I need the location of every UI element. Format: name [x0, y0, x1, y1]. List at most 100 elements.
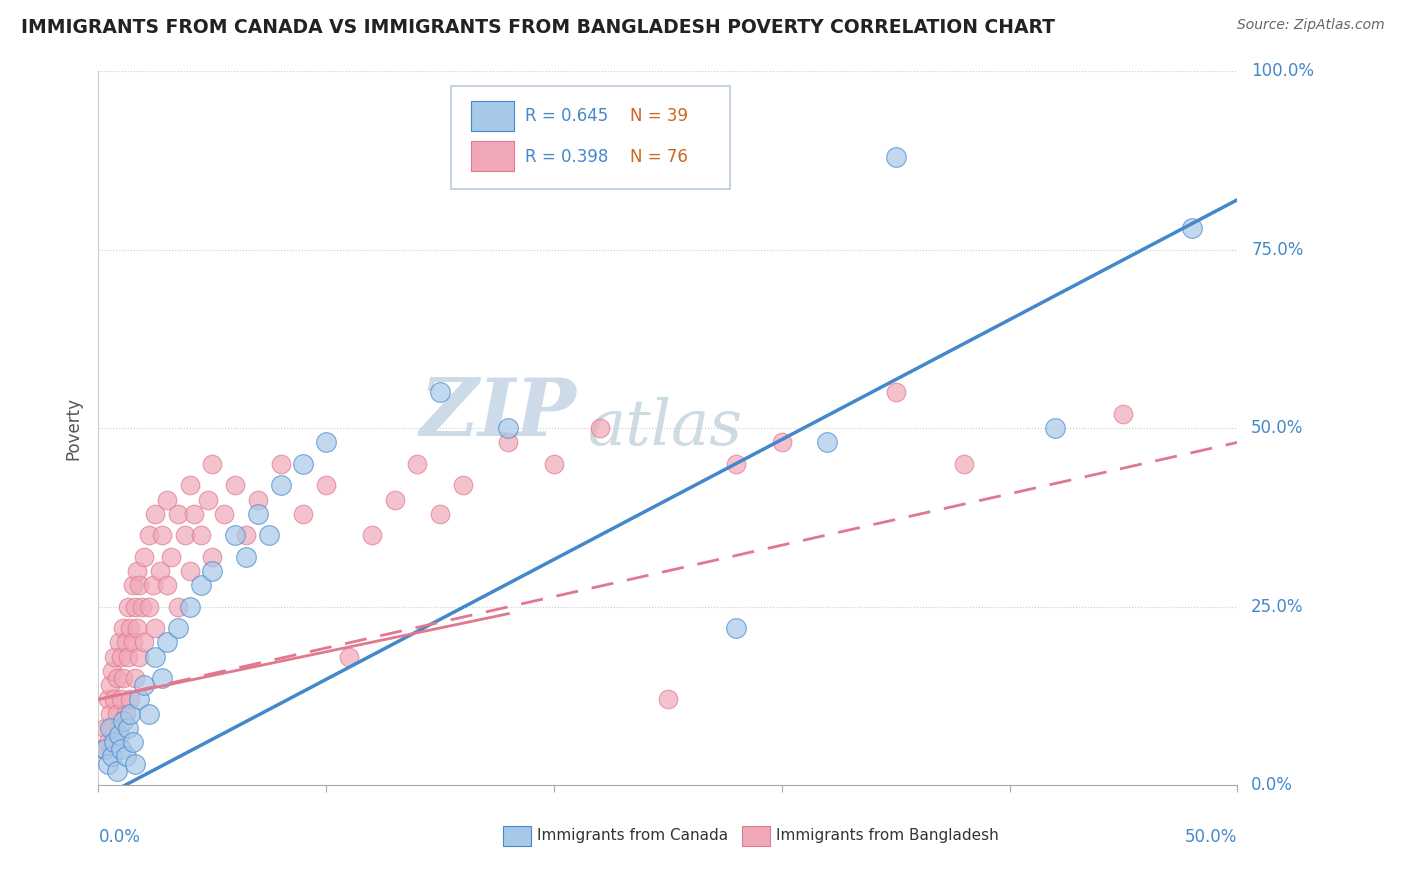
Point — [98, 706, 121, 721]
Point — [145, 649, 167, 664]
Point — [235, 528, 257, 542]
Point — [815, 435, 838, 450]
Text: 0.0%: 0.0% — [98, 828, 141, 846]
Point — [150, 528, 173, 542]
Point — [179, 478, 201, 492]
Point — [145, 507, 167, 521]
Text: Source: ZipAtlas.com: Source: ZipAtlas.com — [1237, 18, 1385, 32]
Point — [156, 492, 179, 507]
Point — [360, 528, 382, 542]
Point — [183, 507, 205, 521]
Point — [315, 478, 337, 492]
Text: 0.0%: 0.0% — [1251, 776, 1294, 794]
Point — [124, 599, 146, 614]
Point — [138, 706, 160, 721]
Point — [406, 457, 429, 471]
Point — [167, 621, 190, 635]
Point — [114, 706, 136, 721]
Point — [121, 635, 143, 649]
Point — [132, 549, 155, 564]
Point — [128, 692, 150, 706]
Point — [128, 649, 150, 664]
Point — [884, 385, 907, 400]
Point — [110, 649, 132, 664]
Point — [190, 578, 212, 592]
Point — [101, 749, 124, 764]
Point — [132, 635, 155, 649]
Point — [292, 507, 315, 521]
Point — [190, 528, 212, 542]
Point — [1043, 421, 1066, 435]
Point — [112, 671, 135, 685]
Point — [138, 599, 160, 614]
Point — [121, 735, 143, 749]
Point — [94, 742, 117, 756]
Point — [121, 578, 143, 592]
Point — [1181, 221, 1204, 235]
Point — [212, 507, 235, 521]
Text: Immigrants from Canada: Immigrants from Canada — [537, 828, 728, 843]
Bar — [503, 826, 531, 846]
Point — [124, 671, 146, 685]
Point — [884, 150, 907, 164]
Text: 25.0%: 25.0% — [1251, 598, 1303, 615]
Point — [110, 742, 132, 756]
Point — [108, 721, 131, 735]
Point — [142, 578, 165, 592]
Point — [132, 678, 155, 692]
Point — [110, 692, 132, 706]
Point — [149, 564, 172, 578]
Point — [105, 671, 128, 685]
Point — [138, 528, 160, 542]
Point — [96, 735, 118, 749]
Point — [127, 564, 149, 578]
Point — [145, 621, 167, 635]
Point — [114, 635, 136, 649]
Point — [124, 756, 146, 771]
Point — [384, 492, 406, 507]
Point — [167, 507, 190, 521]
Point — [1112, 407, 1135, 421]
Point — [498, 421, 520, 435]
Text: IMMIGRANTS FROM CANADA VS IMMIGRANTS FROM BANGLADESH POVERTY CORRELATION CHART: IMMIGRANTS FROM CANADA VS IMMIGRANTS FRO… — [21, 18, 1054, 37]
Point — [103, 735, 125, 749]
Point — [117, 721, 139, 735]
Point — [498, 435, 520, 450]
Point — [156, 578, 179, 592]
Point — [91, 742, 114, 756]
Point — [770, 435, 793, 450]
Point — [451, 478, 474, 492]
Point — [112, 714, 135, 728]
Point — [98, 721, 121, 735]
Point — [224, 478, 246, 492]
Point — [201, 549, 224, 564]
Text: 100.0%: 100.0% — [1251, 62, 1315, 80]
Point — [120, 706, 142, 721]
Point — [98, 678, 121, 692]
Point — [101, 721, 124, 735]
Point — [127, 621, 149, 635]
FancyBboxPatch shape — [451, 86, 731, 189]
Point — [117, 599, 139, 614]
Bar — [471, 141, 515, 171]
Text: N = 76: N = 76 — [630, 148, 688, 166]
Point — [128, 578, 150, 592]
Point — [131, 599, 153, 614]
Bar — [742, 826, 770, 846]
Point — [259, 528, 281, 542]
Point — [96, 756, 118, 771]
Point — [108, 635, 131, 649]
Point — [429, 507, 451, 521]
Point — [315, 435, 337, 450]
Point — [103, 692, 125, 706]
Point — [179, 599, 201, 614]
Point — [160, 549, 183, 564]
Bar — [471, 101, 515, 130]
Point — [543, 457, 565, 471]
Point — [167, 599, 190, 614]
Point — [112, 621, 135, 635]
Point — [179, 564, 201, 578]
Text: 50.0%: 50.0% — [1185, 828, 1237, 846]
Point — [270, 457, 292, 471]
Point — [101, 664, 124, 678]
